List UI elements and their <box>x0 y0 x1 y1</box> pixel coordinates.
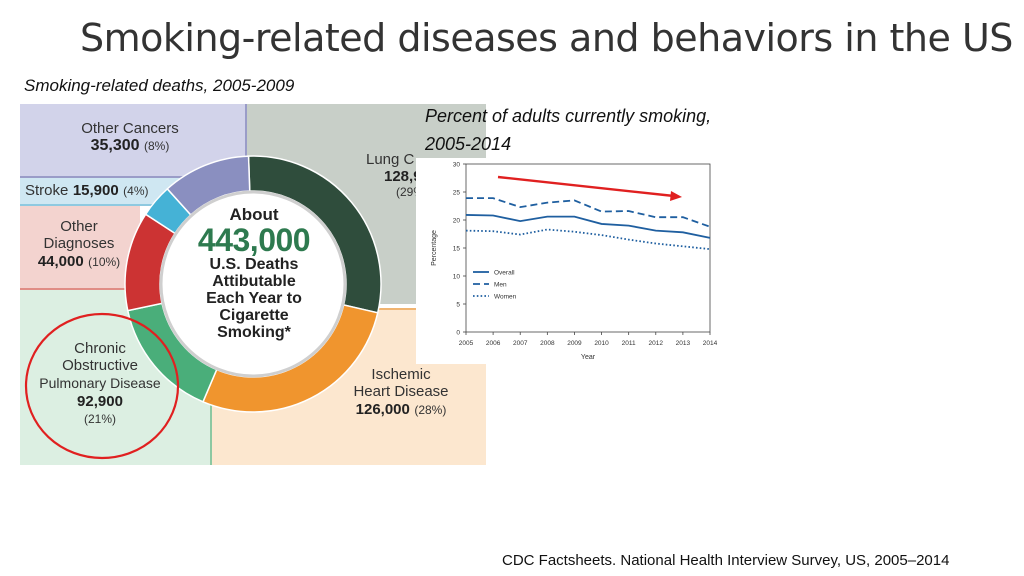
other-diagnoses-percent: (10%) <box>88 254 121 269</box>
center-line7: Smoking* <box>217 323 291 341</box>
stroke-percent: (4%) <box>123 184 149 198</box>
center-line4: Attibutable <box>212 273 296 291</box>
y-tick-label: 10 <box>453 274 461 281</box>
y-tick-label: 25 <box>453 190 461 197</box>
donut-center <box>159 190 347 378</box>
copd-highlight-circle <box>24 312 180 460</box>
other-cancers-label: Other Cancers <box>81 120 179 137</box>
other-cancers-percent: (8%) <box>144 139 170 154</box>
y-tick-label: 20 <box>453 218 461 225</box>
legend-label-women: Women <box>494 293 517 300</box>
other-diagnoses-stat: 44,000 (10%) <box>24 253 134 271</box>
ischemic-label2: Heart Disease <box>353 383 449 401</box>
copd-label3: Pulmonary Disease <box>39 374 161 391</box>
ischemic-number: 126,000 <box>355 400 410 418</box>
copd-text: Chronic Obstructive Pulmonary Disease 92… <box>25 340 175 427</box>
source-citation: CDC Factsheets. National Health Intervie… <box>502 552 950 569</box>
deaths-subtitle: Smoking-related deaths, 2005-2009 <box>24 76 295 95</box>
copd-label1: Chronic <box>74 340 126 357</box>
other-diagnoses-panel <box>20 206 140 290</box>
x-tick-label: 2013 <box>676 340 691 347</box>
legend-label-overall: Overall <box>494 269 515 276</box>
x-tick-label: 2007 <box>513 340 528 347</box>
stroke-text: Stroke 15,900 (4%) <box>25 182 165 200</box>
center-line5: Each Year to <box>206 290 302 308</box>
x-tick-label: 2005 <box>459 340 474 347</box>
y-tick-label: 5 <box>456 302 460 309</box>
series-line-men <box>466 197 711 228</box>
x-tick-label: 2008 <box>540 340 555 347</box>
copd-number: 92,900 <box>77 392 123 410</box>
highlight-ellipse <box>24 312 180 460</box>
ischemic-text: Ischemic Heart Disease 126,000 (28%) <box>338 366 464 419</box>
legend-label-men: Men <box>494 281 507 288</box>
other-cancers-number: 35,300 <box>90 137 140 155</box>
ischemic-percent: (28%) <box>414 402 447 417</box>
x-tick-label: 2012 <box>649 340 664 347</box>
x-tick-label: 2011 <box>622 340 636 347</box>
smoking-rate-subtitle: Percent of adults currently smoking, 200… <box>425 106 712 154</box>
line-chart-svg: 0 5 10 15 20 25 30 2005 2006 2007 2008 2009 2010 2011… <box>431 162 718 362</box>
plot-frame <box>465 163 711 333</box>
other-diagnoses-label1: Other <box>60 218 98 235</box>
other-diagnoses-text: Other Diagnoses 44,000 (10%) <box>24 218 134 271</box>
x-tick-label: 2006 <box>486 340 501 347</box>
copd-percent: (21%) <box>83 411 116 426</box>
series-line-women <box>465 228 711 251</box>
donut-center-text: About 443,000 U.S. Deaths Attibutable Ea… <box>174 206 334 341</box>
other-cancers-text: Other Cancers 35,300 (8%) <box>50 120 210 156</box>
smoking-rate-chart: 0 5 10 15 20 25 30 2005 2006 2007 2008 2009 2010 2011… <box>416 158 730 364</box>
slide-title: Smoking-related diseases and behaviors i… <box>80 16 1013 60</box>
lung-cancer-label: Lung C <box>366 151 415 168</box>
y-tick-label: 30 <box>453 162 461 169</box>
other-diagnoses-label2: Diagnoses <box>43 235 115 253</box>
lung-cancer-number: 128,9 <box>384 168 422 186</box>
x-tick-label: 2014 <box>703 340 718 347</box>
center-line3: U.S. Deaths <box>209 256 299 274</box>
y-tick-label: 0 <box>456 330 460 337</box>
other-diagnoses-number: 44,000 <box>37 252 84 270</box>
center-line1: About <box>229 205 279 224</box>
deaths-donut <box>124 155 382 413</box>
ischemic-stat: 126,000 (28%) <box>338 401 464 419</box>
center-line2: 443,000 <box>197 221 311 258</box>
stroke-number: 15,900 <box>72 182 119 199</box>
x-axis-label: Year <box>581 354 596 361</box>
copd-label2: Obstructive <box>62 357 138 375</box>
y-tick-label: 15 <box>453 246 461 253</box>
series-line-overall <box>465 214 711 239</box>
donut-segments <box>124 155 382 413</box>
y-axis-label: Percentage <box>431 230 438 266</box>
x-tick-label: 2010 <box>594 340 609 347</box>
stroke-label: Stroke <box>25 182 69 199</box>
other-cancers-stat: 35,300 (8%) <box>50 137 210 155</box>
stroke-panel <box>20 178 180 206</box>
center-line6: Cigarette <box>219 306 289 324</box>
ischemic-label1: Ischemic <box>371 366 431 383</box>
x-tick-label: 2009 <box>567 340 582 347</box>
